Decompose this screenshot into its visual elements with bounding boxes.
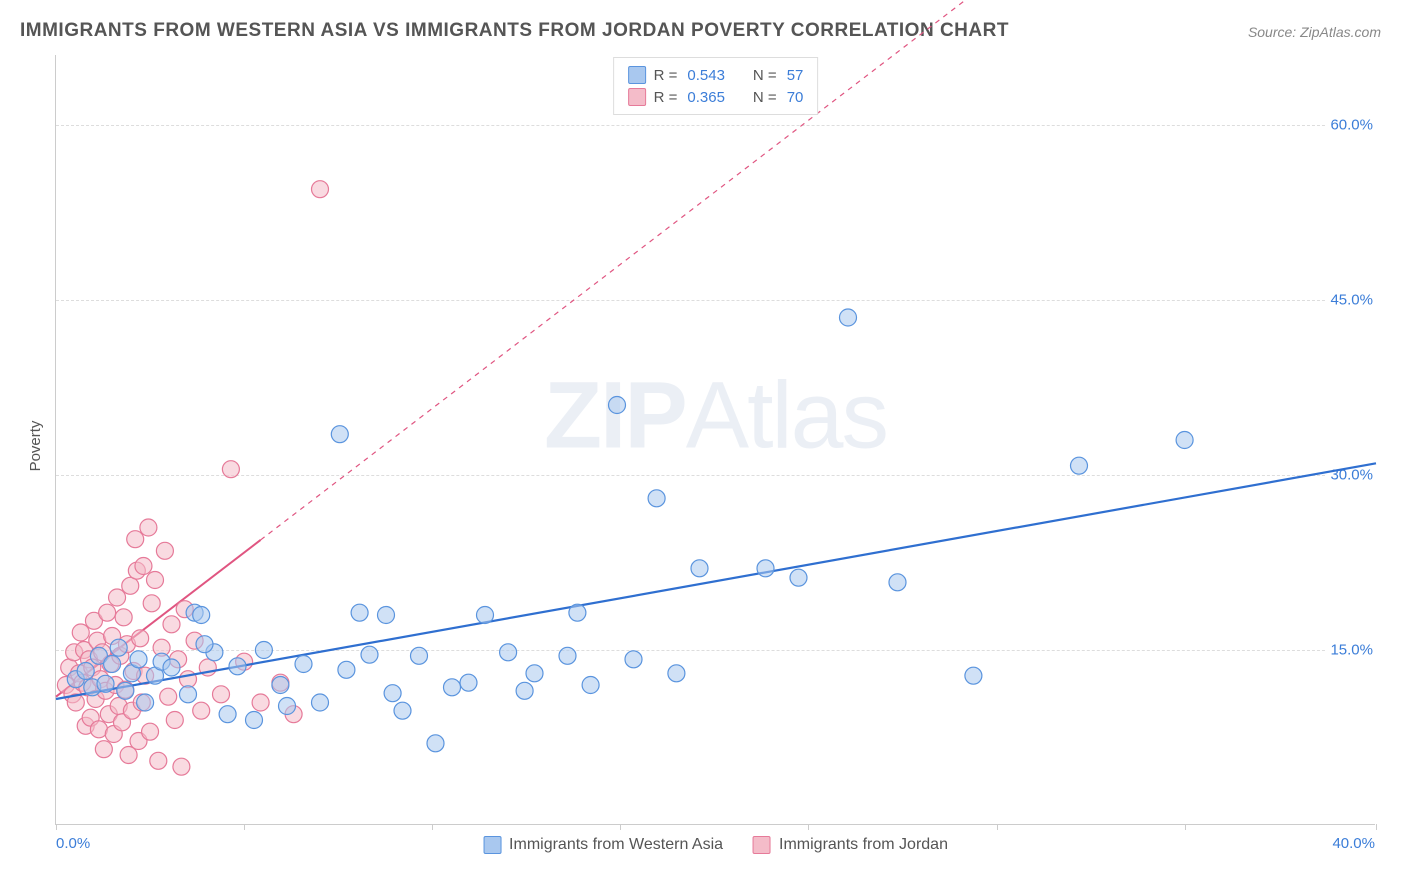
legend-item-1: Immigrants from Western Asia xyxy=(483,836,723,854)
r-value-2: 0.365 xyxy=(687,89,725,106)
n-value-1: 57 xyxy=(787,67,804,84)
swatch-series-2 xyxy=(628,88,646,106)
chart-title: IMMIGRANTS FROM WESTERN ASIA VS IMMIGRAN… xyxy=(20,20,1009,42)
legend-item-2: Immigrants from Jordan xyxy=(753,836,948,854)
n-label: N = xyxy=(753,89,777,106)
series-1-label: Immigrants from Western Asia xyxy=(509,836,723,854)
legend-row-series-1: R = 0.543 N = 57 xyxy=(628,64,804,86)
legend-row-series-2: R = 0.365 N = 70 xyxy=(628,86,804,108)
plot-area: ZIPAtlas 15.0%30.0%45.0%60.0% R = 0.543 … xyxy=(55,55,1375,825)
n-label: N = xyxy=(753,67,777,84)
r-label: R = xyxy=(654,89,678,106)
scatter-svg xyxy=(56,55,1375,824)
r-value-1: 0.543 xyxy=(687,67,725,84)
x-tick-left: 0.0% xyxy=(56,835,90,852)
swatch-series-2 xyxy=(753,836,771,854)
x-tick-right: 40.0% xyxy=(1332,835,1375,852)
swatch-series-1 xyxy=(483,836,501,854)
r-label: R = xyxy=(654,67,678,84)
series-2-label: Immigrants from Jordan xyxy=(779,836,948,854)
correlation-legend: R = 0.543 N = 57 R = 0.365 N = 70 xyxy=(613,57,819,115)
y-axis-label: Poverty xyxy=(27,421,44,472)
n-value-2: 70 xyxy=(787,89,804,106)
swatch-series-1 xyxy=(628,66,646,84)
source-attribution: Source: ZipAtlas.com xyxy=(1248,24,1381,40)
series-legend: Immigrants from Western Asia Immigrants … xyxy=(483,836,948,854)
